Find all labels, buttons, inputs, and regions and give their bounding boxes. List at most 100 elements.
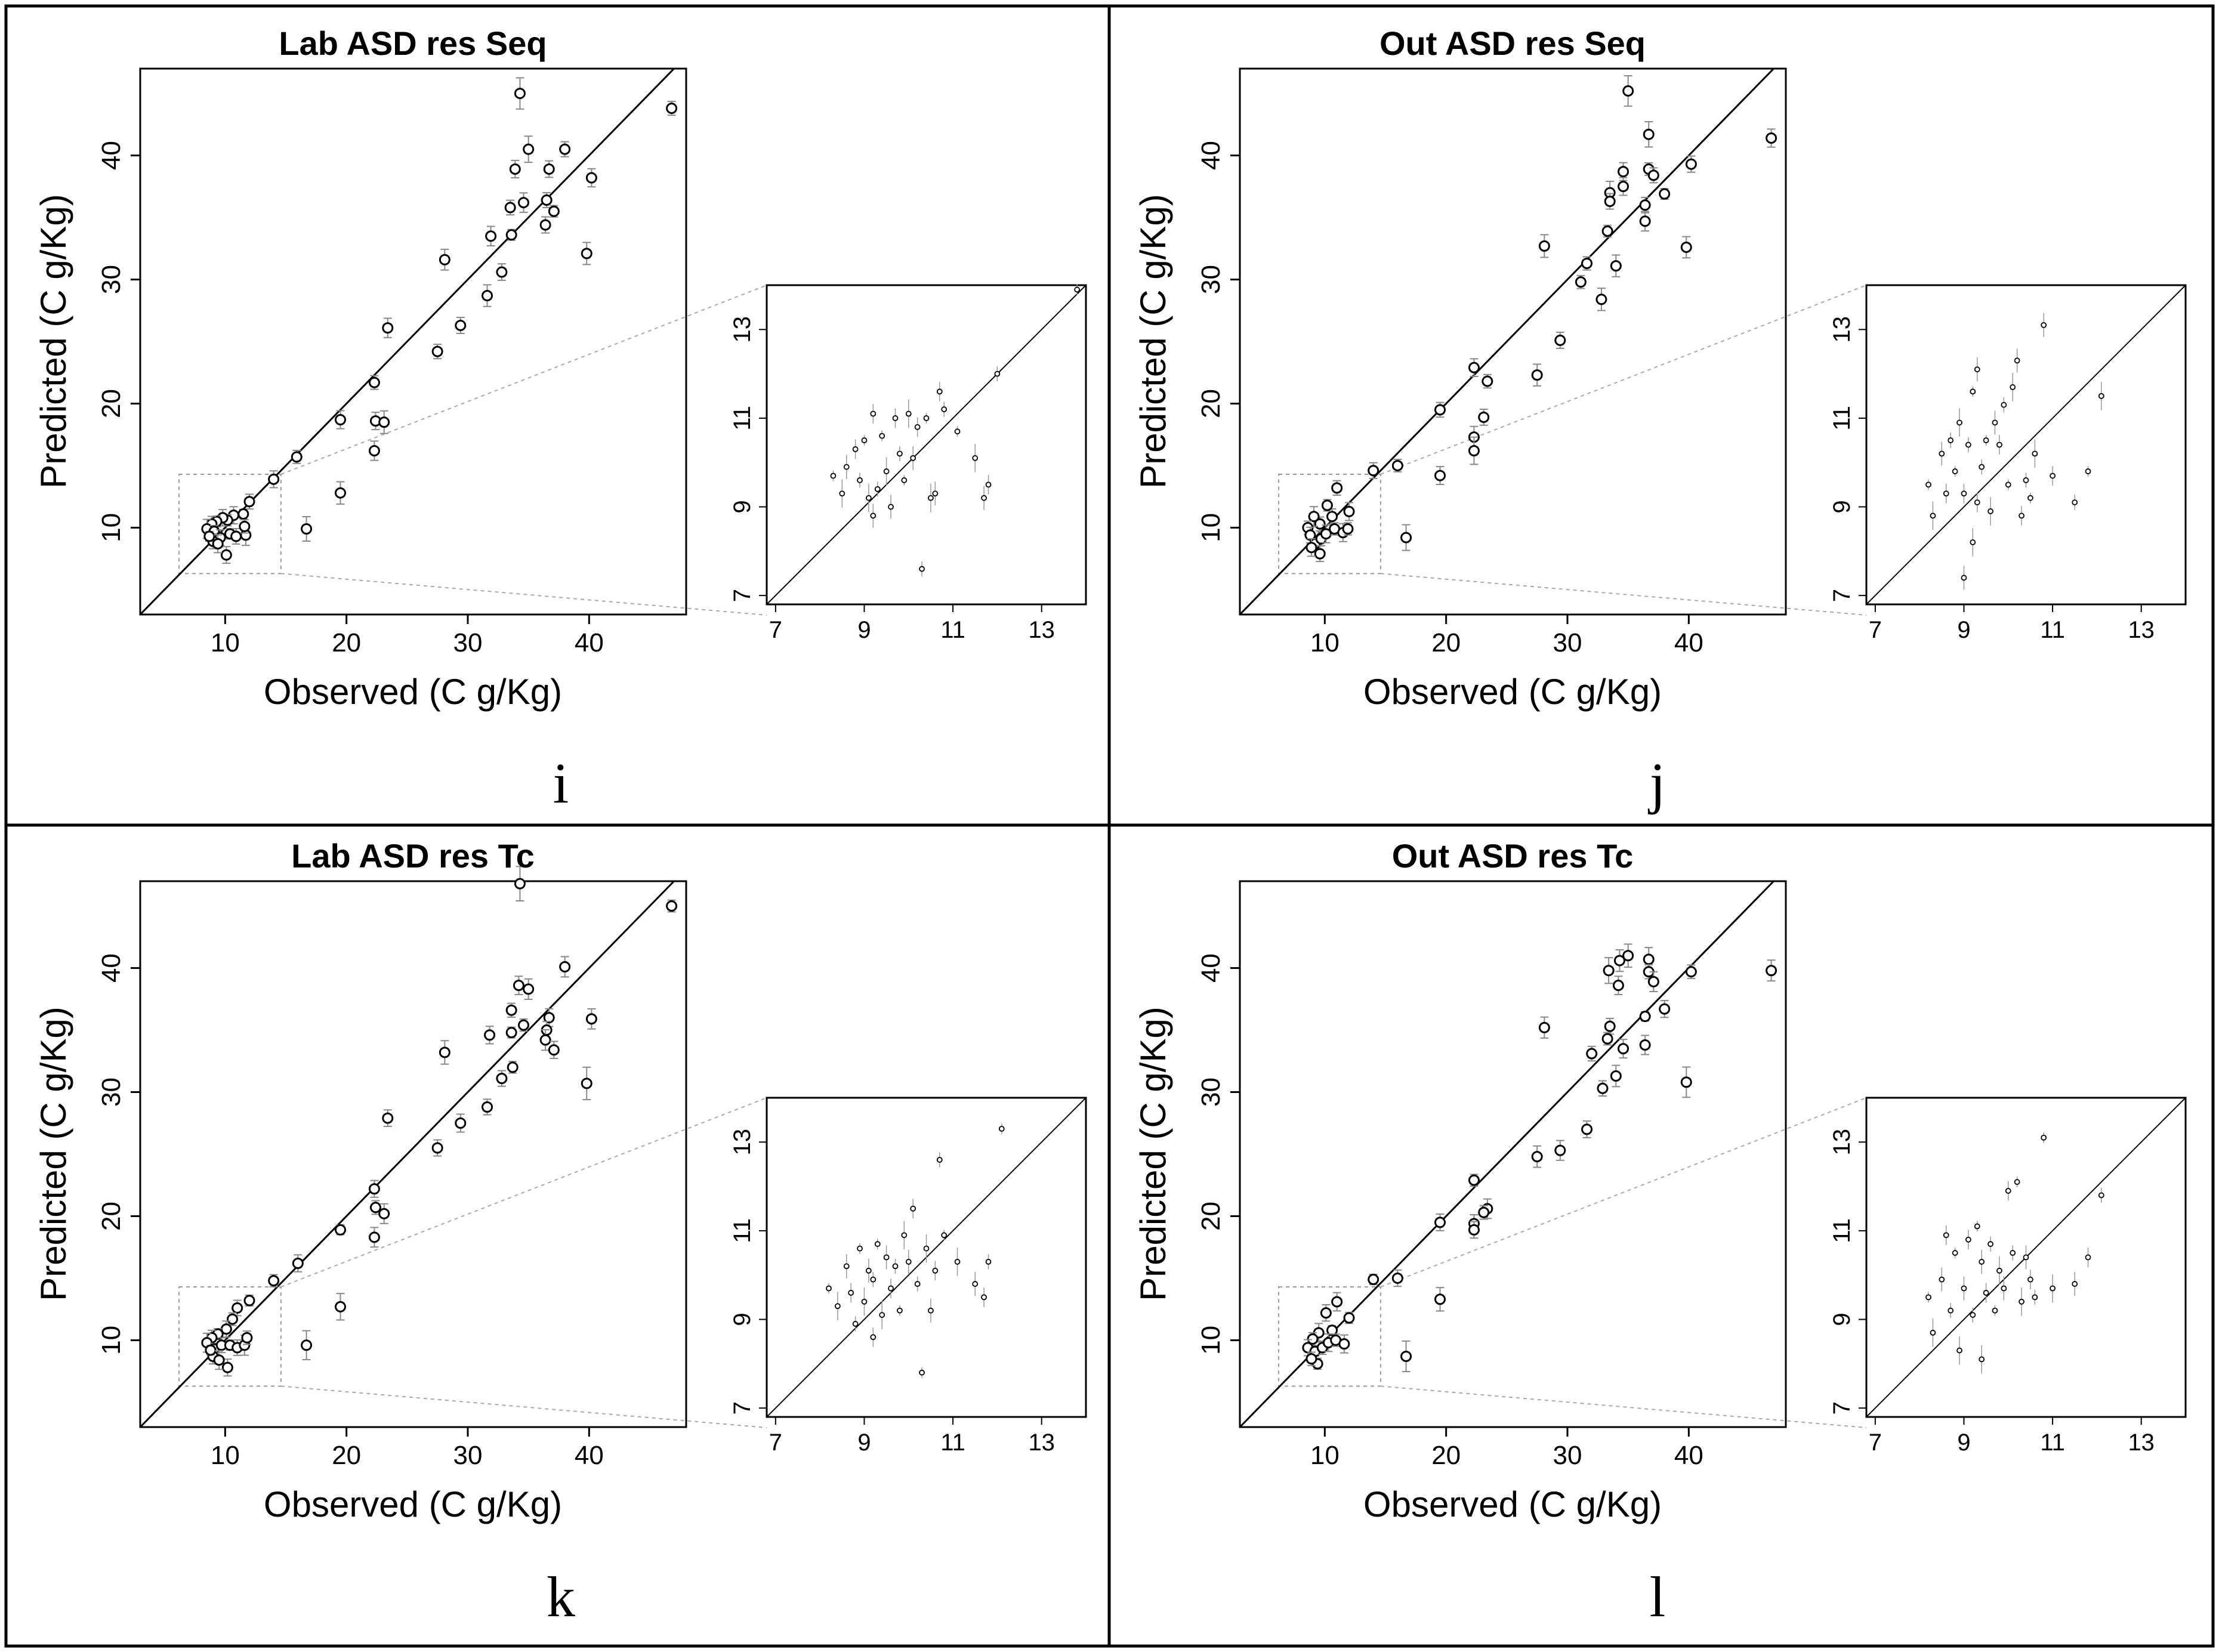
inset-data-point	[981, 1294, 987, 1301]
inset-data-point	[843, 464, 850, 470]
data-point	[1601, 225, 1613, 237]
inset-data-point	[985, 1259, 992, 1265]
data-point	[666, 900, 678, 912]
inset-data-point	[1987, 508, 1993, 514]
inset-data-point	[2010, 384, 2016, 390]
inset-data-point	[1961, 490, 1967, 497]
inset-data-point	[857, 1245, 863, 1252]
inset-plot: 7 9 11 13 7 9 11 13	[729, 284, 1087, 643]
y-axis-label: Predicted (C g/Kg)	[33, 1006, 73, 1301]
data-point	[213, 1354, 225, 1366]
inset-data-point	[2027, 1276, 2033, 1283]
inset-data-point	[1930, 1329, 1936, 1336]
data-point	[1434, 470, 1446, 481]
data-point	[368, 445, 380, 456]
inset-data-point	[2027, 495, 2033, 501]
zoom-region	[178, 1286, 282, 1387]
data-point	[1306, 542, 1317, 554]
inset-x-tick-label: 9	[857, 1429, 871, 1456]
data-point	[1326, 511, 1338, 523]
data-point	[335, 1301, 346, 1313]
main-plot: 10 20 30 40 10 20 30 40	[97, 67, 678, 657]
x-tick-label: 30	[1553, 628, 1582, 657]
data-point	[539, 1034, 551, 1046]
data-point	[1601, 1033, 1613, 1045]
zoom-region	[1278, 474, 1381, 575]
inset-data-point	[1074, 286, 1081, 293]
data-point	[268, 473, 280, 485]
inset-x-tick-label: 11	[940, 1429, 965, 1456]
x-tick-label: 20	[1431, 628, 1461, 657]
inset-data-point	[861, 1298, 868, 1305]
data-point	[1478, 1206, 1490, 1218]
data-point	[1685, 966, 1697, 978]
data-point	[1610, 260, 1622, 272]
inset-plot-area	[766, 284, 1087, 606]
data-point	[505, 1004, 517, 1016]
inset-data-point	[972, 455, 979, 461]
data-point	[559, 143, 571, 155]
inset-x-tick-label: 13	[2128, 617, 2155, 643]
data-point	[1604, 196, 1616, 208]
panel-letter: j	[1648, 751, 1666, 815]
inset-data-point	[1974, 499, 1980, 505]
panel-i: 10 20 30 40 10 20 30 40 7 9 11 13 7 9 11 13 Lab ASD re…	[33, 24, 1087, 815]
inset-data-point	[1965, 441, 1971, 448]
y-tick-label: 10	[97, 513, 126, 542]
inset-x-tick-label: 11	[2040, 617, 2065, 643]
data-point	[1314, 548, 1326, 560]
inset-data-point	[928, 495, 934, 501]
data-point	[559, 961, 571, 972]
data-point	[1306, 1353, 1317, 1365]
y-tick-label: 30	[97, 1077, 126, 1107]
inset-data-point	[2072, 1281, 2078, 1287]
x-axis-label: Observed (C g/Kg)	[264, 1484, 562, 1524]
panel-letter: l	[1650, 1565, 1666, 1629]
data-point	[455, 319, 467, 331]
inset-data-point	[870, 410, 877, 417]
inset-data-point	[1939, 1276, 1945, 1283]
x-tick-label: 40	[575, 628, 604, 657]
inset-data-point	[870, 512, 877, 519]
data-point	[543, 163, 555, 175]
inset-data-point	[994, 370, 1001, 377]
inset-data-point	[941, 406, 948, 412]
inset-data-point	[910, 1205, 916, 1212]
inset-data-point	[826, 1285, 832, 1292]
inset-data-point	[1943, 490, 1949, 497]
data-point	[1659, 1003, 1671, 1015]
inset-data-point	[2085, 468, 2091, 474]
inset-data-point	[883, 468, 890, 474]
panel-j: 10 20 30 40 10 20 30 40 7 9 11 13 7 9 11 13 Out ASD re…	[1133, 24, 2187, 815]
zoom-connector	[280, 1385, 767, 1428]
inset-data-point	[1952, 468, 1958, 474]
inset-data-point	[936, 388, 943, 395]
inset-data-point	[936, 1157, 943, 1163]
data-point	[1538, 240, 1550, 252]
data-point	[431, 1142, 443, 1154]
data-point	[1331, 1296, 1343, 1308]
inset-data-point	[985, 481, 992, 488]
data-point	[1308, 511, 1320, 523]
data-point	[1685, 158, 1697, 170]
inset-x-tick-label: 13	[1028, 617, 1055, 643]
inset-data-point	[2005, 1188, 2011, 1194]
y-tick-label: 40	[97, 141, 126, 170]
data-point	[1618, 181, 1629, 193]
inset-data-point	[888, 504, 894, 510]
inset-data-point	[2001, 1285, 2007, 1292]
data-point	[431, 345, 443, 357]
inset-data-point	[870, 1276, 877, 1283]
inset-data-point	[852, 1321, 859, 1327]
data-point	[496, 266, 508, 278]
inset-x-tick-label: 9	[1957, 1429, 1970, 1456]
data-point	[581, 1077, 592, 1089]
inset-data-point	[910, 455, 916, 461]
inset-y-tick-label: 13	[729, 316, 755, 343]
data-point	[482, 290, 493, 302]
y-axis-label: Predicted (C g/Kg)	[1133, 194, 1173, 489]
zoom-connector	[280, 573, 767, 616]
inset-data-point	[866, 495, 872, 501]
data-point	[518, 1019, 530, 1031]
y-tick-label: 10	[1196, 1326, 1226, 1355]
